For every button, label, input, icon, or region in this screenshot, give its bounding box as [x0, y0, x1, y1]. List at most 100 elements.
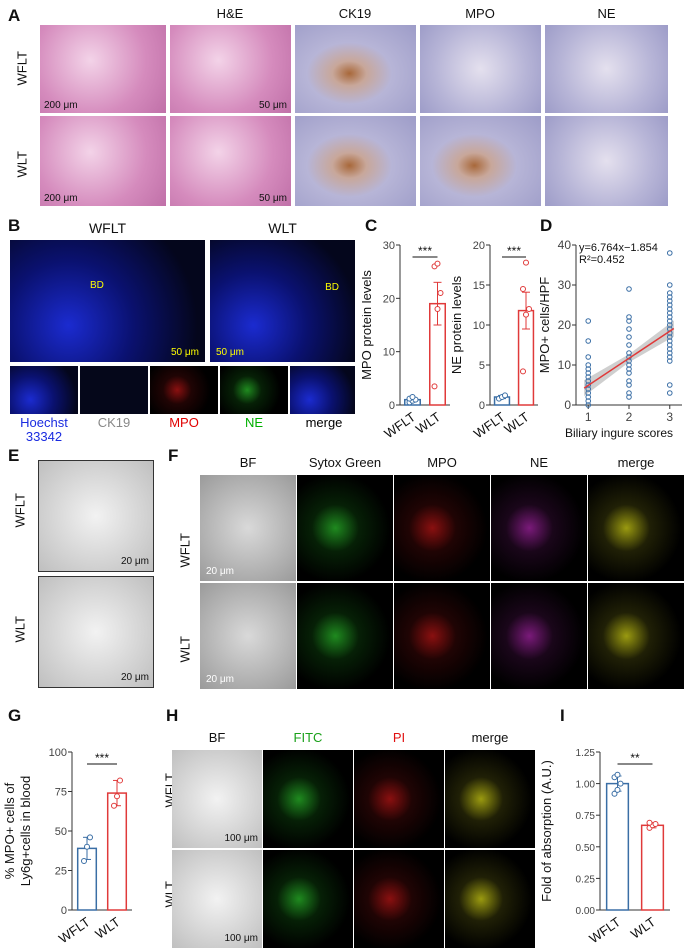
h-image-1-0 [263, 750, 353, 848]
panel-label-g: G [8, 706, 22, 725]
data-point [585, 338, 592, 344]
x-tick-label: WLT [501, 409, 531, 437]
channel-label-3: NE [244, 415, 264, 430]
f-image-4-1 [588, 583, 684, 689]
scale-bar-label: 50 μm [216, 347, 244, 358]
mpo-wlt-image [420, 116, 541, 206]
y-tick-label: 20 [473, 240, 485, 252]
channel-label-1: CK19 [97, 415, 131, 430]
h-header-2: PI [392, 730, 406, 745]
data-point [84, 843, 90, 850]
data-point [585, 370, 592, 376]
scale-bar-label: 50 μm [171, 347, 199, 358]
significance-label: *** [95, 751, 109, 765]
data-point [626, 286, 632, 292]
e-row-wflt: WFLT [12, 493, 28, 528]
h-header-3: merge [471, 730, 509, 745]
f-image-0-0: 20 μm [200, 475, 296, 581]
y-tick-label: 0.75 [576, 811, 596, 822]
scale-bar-label: 100 μm [224, 833, 258, 844]
y-tick-label: 1.00 [576, 780, 596, 791]
data-point [666, 390, 673, 396]
f-headers: BF Sytox Green MPO NE merge [200, 455, 685, 473]
if-wflt-image: BD 50 μm [10, 240, 205, 362]
h-headers: BF FITC PI merge [172, 730, 537, 748]
data-point [666, 314, 673, 320]
h-image-0-0: 100 μm [172, 750, 262, 848]
significance-label: *** [507, 244, 521, 258]
y-axis-label: MPO+ cells/HPF [540, 277, 552, 373]
x-tick-label: 1 [585, 410, 592, 424]
h-image-3-0 [445, 750, 535, 848]
data-point [666, 310, 673, 316]
channel-ne-image [220, 366, 288, 414]
y-tick-label: 30 [383, 240, 395, 252]
data-point [114, 793, 120, 800]
f-header-1: Sytox Green [308, 455, 382, 470]
data-point [117, 777, 123, 784]
f-image-grid: 20 μm 20 μm [200, 475, 685, 690]
data-point [666, 354, 673, 360]
f-image-3-1 [491, 583, 587, 689]
scale-bar-label: 20 μm [121, 672, 149, 683]
data-point [666, 318, 673, 324]
h-image-3-1 [445, 850, 535, 948]
y-tick-label: 0.00 [576, 906, 596, 917]
scale-bar-label: 100 μm [224, 933, 258, 944]
data-point [666, 306, 673, 312]
header-mpo: MPO [465, 6, 495, 21]
y-tick-label: 1.25 [576, 748, 596, 759]
data-point [626, 342, 632, 348]
y-tick-label: 10 [383, 347, 395, 359]
h-image-2-0 [354, 750, 444, 848]
data-point [614, 771, 621, 778]
f-image-0-1: 20 μm [200, 583, 296, 689]
data-point [585, 378, 592, 384]
bile-duct-label: BD [90, 280, 104, 291]
data-point [585, 362, 592, 368]
data-point [652, 821, 659, 828]
channel-ck19-image [80, 366, 148, 414]
data-point [646, 819, 653, 826]
data-point [585, 366, 592, 372]
y-tick-label: 30 [558, 278, 572, 292]
data-point [520, 286, 526, 292]
ck19-wflt-image [295, 25, 416, 113]
y-tick-label: 0.25 [576, 874, 596, 885]
data-point [502, 392, 508, 399]
ne-wlt-image [545, 116, 668, 206]
bar-wlt [106, 792, 128, 911]
y-tick-label: 75 [55, 787, 67, 799]
h-image-1-1 [263, 850, 353, 948]
data-point [666, 290, 673, 296]
data-point [666, 282, 673, 288]
data-point [666, 322, 673, 328]
y-axis-label: % MPO+ cells of [2, 782, 17, 879]
ck19-wlt-image [295, 116, 416, 206]
scale-bar-label: 200 μm [44, 100, 78, 111]
x-tick-label: WFLT [56, 914, 93, 946]
data-point [666, 338, 673, 344]
data-point [111, 802, 117, 809]
h-image-2-1 [354, 850, 444, 948]
scale-bar-label: 200 μm [44, 193, 78, 204]
data-point [585, 386, 592, 392]
data-point [666, 350, 673, 356]
channel-label-4: merge [305, 415, 343, 430]
data-point [87, 834, 93, 841]
f-header-4: merge [617, 455, 655, 470]
he-high-wlt-image: 50 μm [170, 116, 291, 206]
y-tick-label: 0 [389, 400, 395, 412]
y-tick-label: 20 [558, 318, 572, 332]
data-point [666, 302, 673, 308]
data-point [585, 374, 592, 380]
significance-label: ** [630, 751, 640, 765]
data-point [585, 398, 592, 404]
y-tick-label: 0 [564, 398, 571, 412]
he-low-wflt-image: 200 μm [40, 25, 166, 113]
channel-mpo-image [150, 366, 218, 414]
y-tick-label: 0 [61, 905, 67, 917]
data-point [520, 368, 526, 375]
data-point [585, 318, 592, 324]
